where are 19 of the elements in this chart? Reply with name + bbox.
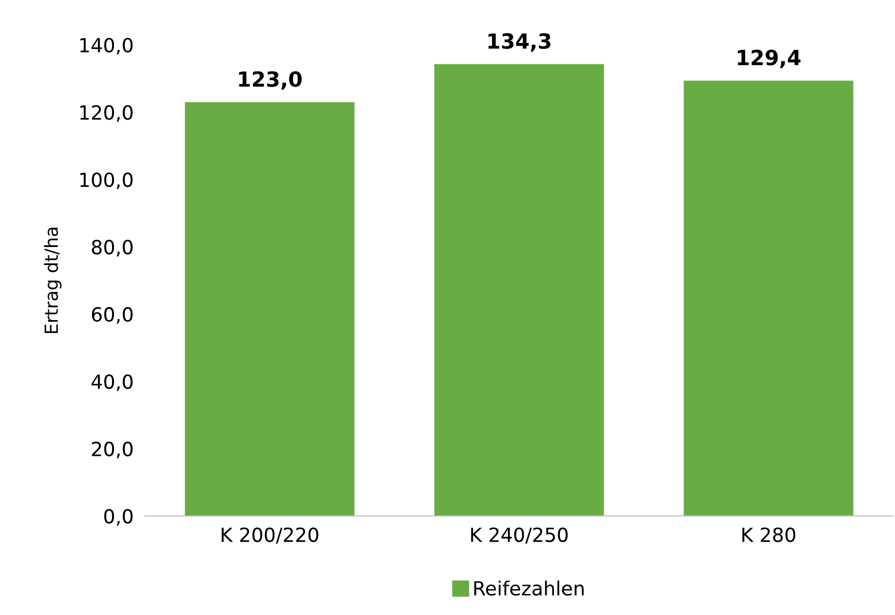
bar: [184, 102, 354, 516]
x-tick-label: K 200/220: [222, 527, 318, 544]
y-tick-label: 20,0: [92, 442, 133, 458]
y-tick-label: 120,0: [80, 105, 133, 122]
x-tick-label: K 240/250: [471, 527, 568, 544]
y-tick-label: 80,0: [92, 240, 133, 256]
data-label: 134,3: [488, 33, 550, 52]
bar: [684, 80, 854, 516]
y-tick-label: 60,0: [92, 307, 133, 324]
data-label: 123,0: [239, 71, 302, 90]
y-tick-label: 100,0: [80, 172, 133, 190]
data-label: 129,4: [738, 50, 800, 68]
y-axis-title: Ertrag dt/ha: [44, 228, 62, 334]
y-tick-label: 140,0: [80, 38, 133, 55]
y-tick-label: 40,0: [92, 374, 133, 392]
x-tick-label: K 280: [742, 527, 796, 542]
y-tick-label: 0,0: [104, 508, 133, 526]
legend-label: Reifezahlen: [474, 580, 584, 596]
bar: [434, 64, 604, 516]
